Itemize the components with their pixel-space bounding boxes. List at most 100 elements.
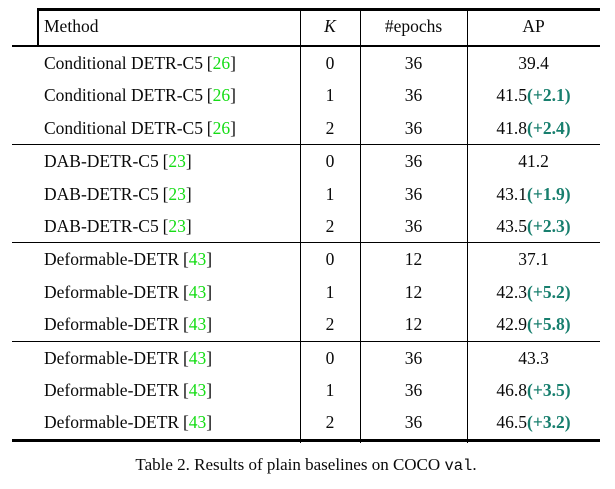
citation-number[interactable]: 23 [168, 183, 186, 204]
epochs-value-cell: 36 [404, 379, 423, 400]
table-row: DAB-DETR-C5 [23] 2 36 43.5(+2.3) [12, 210, 600, 244]
citation-number[interactable]: 43 [188, 249, 207, 270]
epochs-value-cell: 12 [404, 314, 423, 335]
citation-open-bracket: [ [182, 347, 189, 368]
table-row: DAB-DETR-C5 [23] 1 36 43.1(+1.9) [12, 178, 600, 210]
citation-number[interactable]: 26 [212, 85, 231, 106]
ap-value-cell: 43.1(+1.9) [467, 178, 600, 210]
method-cell: Deformable-DETR [43] [12, 276, 300, 308]
method-name: Conditional DETR-C5 [44, 117, 203, 138]
ap-delta: (+5.8) [527, 314, 571, 335]
ap-value: 37.1 [518, 249, 549, 270]
table-row: Deformable-DETR [43] 0 12 37.1 [12, 243, 600, 275]
ap-value-cell: 41.2 [467, 145, 600, 177]
k-value-cell: 0 [325, 249, 335, 270]
epochs-value-cell: 36 [404, 183, 423, 204]
column-header-ap: AP [522, 16, 545, 36]
ap-value-cell: 39.4 [467, 47, 600, 79]
citation-number[interactable]: 23 [168, 151, 186, 172]
method-cell: Deformable-DETR [43] [12, 374, 300, 406]
citation-number[interactable]: 23 [168, 215, 186, 236]
citation-close-bracket: ] [230, 85, 236, 106]
citation-open-bracket: [ [182, 314, 189, 335]
method-cell: Conditional DETR-C5 [26] [12, 47, 300, 79]
epochs-value-cell: 12 [404, 249, 423, 270]
ap-value: 42.9 [496, 314, 528, 335]
k-value-cell: 0 [325, 347, 335, 368]
k-value-cell: 2 [325, 314, 335, 335]
k-value-cell: 2 [325, 215, 335, 236]
citation-number[interactable]: 43 [188, 379, 207, 400]
ap-delta: (+2.3) [527, 215, 571, 236]
table-row: Deformable-DETR [43] 2 36 46.5(+3.2) [12, 406, 600, 442]
citation-close-bracket: ] [206, 281, 213, 302]
citation-open-bracket: [ [162, 151, 169, 172]
method-cell: Deformable-DETR [43] [12, 308, 300, 340]
method-name: Deformable-DETR [44, 379, 180, 400]
citation-close-bracket: ] [206, 314, 213, 335]
table-row: Deformable-DETR [43] 1 12 42.3(+5.2) [12, 276, 600, 308]
epochs-value-cell: 36 [404, 412, 423, 433]
caption-text: Table 2. Results of plain baselines on C… [135, 455, 445, 474]
citation-open-bracket: [ [206, 53, 213, 73]
ap-value: 43.1 [496, 183, 528, 204]
column-header-method: Method [44, 16, 99, 36]
table-row: Deformable-DETR [43] 2 12 42.9(+5.8) [12, 308, 600, 342]
method-cell: Conditional DETR-C5 [26] [12, 79, 300, 111]
ap-value: 46.8 [496, 379, 528, 400]
epochs-value-cell: 36 [404, 215, 423, 236]
table-row: Deformable-DETR [43] 1 36 46.8(+3.5) [12, 374, 600, 406]
citation-number[interactable]: 26 [212, 117, 231, 138]
citation-open-bracket: [ [182, 281, 189, 302]
k-value-cell: 0 [325, 151, 335, 172]
epochs-value-cell: 12 [404, 281, 423, 302]
column-divider [300, 9, 302, 443]
citation-open-bracket: [ [162, 183, 169, 204]
column-header-k: K [324, 16, 336, 36]
table-body: Conditional DETR-C5 [26] 0 36 39.4 Conditiona… [12, 47, 600, 442]
method-name: DAB-DETR-C5 [44, 151, 159, 172]
k-value-cell: 1 [325, 281, 335, 302]
citation-number[interactable]: 43 [188, 314, 207, 335]
method-name: Deformable-DETR [44, 281, 180, 302]
method-cell: DAB-DETR-C5 [23] [12, 178, 300, 210]
ap-value-cell: 43.3 [467, 342, 600, 374]
citation-number[interactable]: 43 [188, 347, 207, 368]
table-row: Conditional DETR-C5 [26] 1 36 41.5(+2.1) [12, 79, 600, 111]
ap-value: 41.5 [496, 85, 528, 106]
method-name: Deformable-DETR [44, 249, 180, 270]
epochs-value-cell: 36 [404, 85, 423, 106]
citation-number[interactable]: 43 [188, 281, 207, 302]
ap-delta: (+3.2) [527, 412, 571, 433]
citation-close-bracket: ] [230, 117, 236, 138]
citation-number[interactable]: 26 [212, 53, 231, 73]
table-caption: Table 2. Results of plain baselines on C… [0, 452, 612, 479]
ap-delta: (+1.9) [527, 183, 571, 204]
epochs-value-cell: 36 [404, 151, 423, 172]
method-name: Deformable-DETR [44, 347, 180, 368]
citation-open-bracket: [ [182, 412, 189, 433]
method-cell: DAB-DETR-C5 [23] [12, 210, 300, 242]
caption-code-val: val [444, 457, 473, 475]
citation-open-bracket: [ [162, 215, 169, 236]
ap-value-cell: 37.1 [467, 243, 600, 275]
k-value-cell: 1 [325, 183, 335, 204]
citation-close-bracket: ] [206, 347, 213, 368]
ap-value-cell: 46.5(+3.2) [467, 406, 600, 438]
citation-close-bracket: ] [185, 183, 192, 204]
caption-period: . [472, 455, 477, 474]
ap-value: 41.2 [518, 151, 549, 172]
citation-close-bracket: ] [206, 412, 213, 433]
citation-open-bracket: [ [182, 379, 189, 400]
ap-value-cell: 42.3(+5.2) [467, 276, 600, 308]
method-name: DAB-DETR-C5 [44, 215, 159, 236]
method-cell: Deformable-DETR [43] [12, 342, 300, 374]
citation-number[interactable]: 43 [188, 412, 207, 433]
ap-value: 41.8 [496, 117, 528, 138]
epochs-value-cell: 36 [404, 53, 423, 73]
ap-value: 43.5 [496, 215, 528, 236]
ap-value: 43.3 [518, 347, 549, 368]
citation-open-bracket: [ [206, 117, 213, 138]
citation-close-bracket: ] [185, 215, 192, 236]
